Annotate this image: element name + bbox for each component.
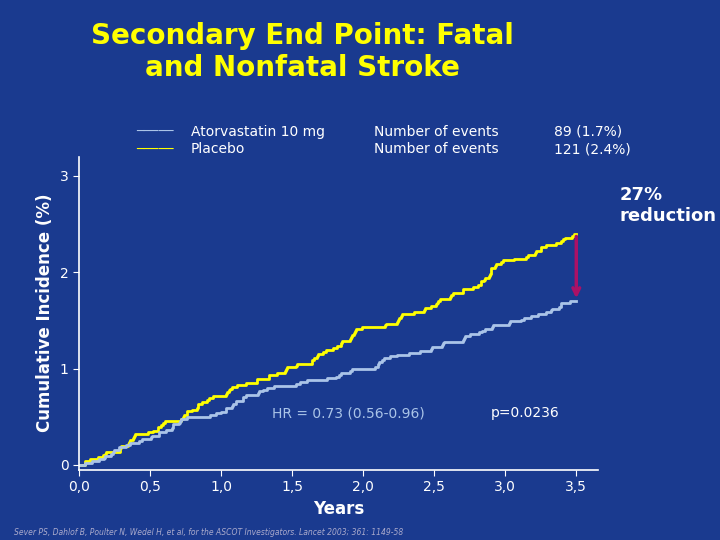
Text: Placebo: Placebo <box>191 142 246 156</box>
Y-axis label: Cumulative Incidence (%): Cumulative Incidence (%) <box>36 194 54 433</box>
Text: 89 (1.7%): 89 (1.7%) <box>554 125 623 139</box>
Text: 27%
reduction: 27% reduction <box>619 186 716 225</box>
Text: ─────: ───── <box>136 143 174 156</box>
Text: Secondary End Point: Fatal
and Nonfatal Stroke: Secondary End Point: Fatal and Nonfatal … <box>91 22 514 82</box>
Text: Number of events: Number of events <box>374 142 499 156</box>
Text: 121 (2.4%): 121 (2.4%) <box>554 142 631 156</box>
X-axis label: Years: Years <box>312 500 364 518</box>
Text: ─────: ───── <box>136 125 174 138</box>
Text: p=0.0236: p=0.0236 <box>490 407 559 421</box>
Text: HR = 0.73 (0.56-0.96): HR = 0.73 (0.56-0.96) <box>272 407 425 421</box>
Text: Sever PS, Dahlof B, Poulter N, Wedel H, et al, for the ASCOT Investigators. Lanc: Sever PS, Dahlof B, Poulter N, Wedel H, … <box>14 528 404 537</box>
Text: Number of events: Number of events <box>374 125 499 139</box>
Text: Atorvastatin 10 mg: Atorvastatin 10 mg <box>191 125 325 139</box>
